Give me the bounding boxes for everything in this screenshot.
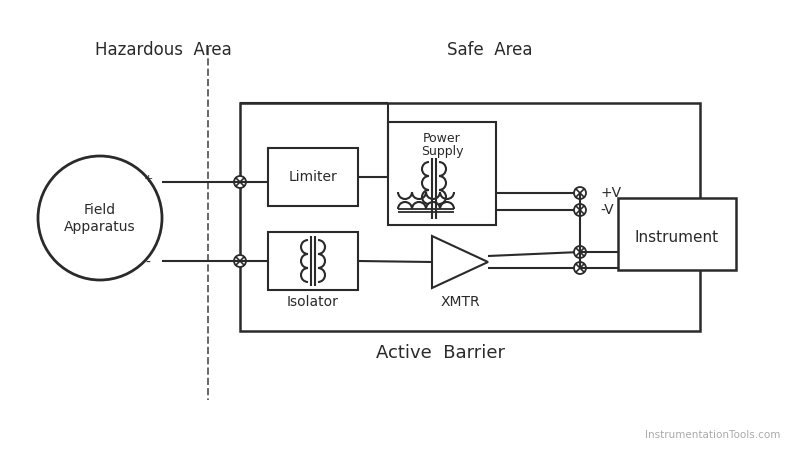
Bar: [268, 148, 358, 206]
Circle shape: [234, 255, 246, 267]
Text: -: -: [145, 256, 150, 270]
Text: Instrument: Instrument: [635, 229, 719, 244]
Text: Apparatus: Apparatus: [64, 220, 136, 234]
Circle shape: [38, 156, 162, 280]
Circle shape: [574, 204, 586, 216]
Circle shape: [574, 246, 586, 258]
Text: +V: +V: [600, 186, 621, 200]
Circle shape: [574, 262, 586, 274]
Text: Safe  Area: Safe Area: [447, 41, 532, 59]
Text: Limiter: Limiter: [288, 170, 337, 184]
Text: InstrumentationTools.com: InstrumentationTools.com: [645, 430, 780, 440]
Circle shape: [574, 187, 586, 199]
Polygon shape: [432, 236, 488, 288]
Text: Active  Barrier: Active Barrier: [375, 344, 505, 362]
Text: Field: Field: [84, 203, 116, 217]
Bar: [618, 198, 736, 270]
Bar: [240, 103, 700, 331]
Bar: [388, 122, 496, 225]
Text: Isolator: Isolator: [287, 295, 339, 309]
Text: XMTR: XMTR: [440, 295, 480, 309]
Bar: [268, 232, 358, 290]
Circle shape: [234, 176, 246, 188]
Text: Power: Power: [423, 132, 461, 146]
Text: Hazardous  Area: Hazardous Area: [95, 41, 231, 59]
Text: +: +: [143, 174, 152, 184]
Text: Supply: Supply: [421, 145, 463, 157]
Text: -V: -V: [600, 203, 614, 217]
